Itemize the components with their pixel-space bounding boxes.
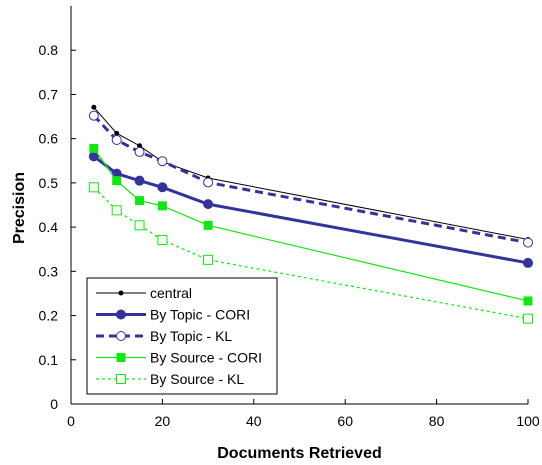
legend-item: By Source - KL: [96, 371, 244, 387]
data-point: [203, 199, 214, 210]
legend-label: By Topic - KL: [150, 328, 232, 344]
data-point: [134, 146, 145, 157]
y-tick-label: 0.1: [39, 352, 59, 368]
legend-swatch-marker: [118, 290, 124, 296]
legend-item: By Topic - CORI: [96, 307, 250, 323]
series-2: [88, 110, 533, 248]
x-tick-label: 0: [67, 413, 75, 429]
legend-item: By Topic - KL: [96, 328, 232, 344]
legend-swatch-marker: [116, 374, 126, 384]
legend-swatch-marker: [116, 353, 126, 362]
legend: central By Topic - CORI By Topic - KL By So…: [86, 277, 278, 395]
ticks: 0 20 40 60 80 100 0 0.1 0.2 0.3 0.4 0.5 0.6 0.7 0.8: [39, 42, 540, 429]
data-point: [135, 196, 145, 206]
data-point: [157, 156, 168, 167]
data-point: [91, 104, 97, 110]
legend-swatch-marker: [116, 331, 126, 341]
data-point: [111, 134, 122, 145]
y-tick-label: 0.6: [39, 131, 59, 147]
series-line: [93, 148, 529, 302]
x-tick-label: 40: [246, 413, 262, 429]
data-point: [157, 182, 168, 193]
y-axis-title: Precision: [11, 172, 28, 244]
data-point: [523, 296, 533, 306]
legend-item: central: [96, 285, 192, 301]
data-point: [111, 205, 122, 216]
y-tick-label: 0.5: [39, 175, 59, 191]
axes: [70, 6, 528, 405]
data-point: [114, 130, 120, 136]
data-point: [157, 201, 167, 211]
y-tick-label: 0.2: [39, 308, 59, 324]
series: [88, 104, 533, 324]
legend-label: By Topic - CORI: [150, 307, 250, 323]
x-tick-label: 20: [155, 413, 171, 429]
series-4: [88, 182, 533, 324]
data-point: [203, 177, 214, 188]
data-point: [203, 220, 213, 230]
series-1: [88, 151, 533, 268]
x-tick-label: 80: [429, 413, 445, 429]
series-0: [91, 104, 531, 242]
y-tick-label: 0: [50, 396, 58, 412]
series-line: [93, 186, 529, 320]
legend-item: By Source - CORI: [96, 350, 262, 366]
x-tick-label: 100: [516, 413, 540, 429]
y-tick-label: 0.7: [39, 86, 59, 102]
data-point: [134, 220, 145, 231]
y-tick-label: 0.8: [39, 42, 59, 58]
data-point: [88, 110, 99, 121]
series-3: [89, 143, 533, 306]
x-tick-label: 60: [337, 413, 353, 429]
legend-swatch-marker: [116, 309, 126, 320]
series-line: [93, 106, 529, 240]
data-point: [88, 182, 99, 193]
data-point: [523, 237, 533, 248]
data-point: [134, 175, 145, 186]
legend-label: By Source - KL: [150, 371, 244, 387]
legend-label: central: [150, 285, 192, 301]
y-tick-label: 0.3: [39, 263, 59, 279]
data-point: [112, 176, 122, 186]
series-line: [92, 114, 529, 245]
data-point: [89, 143, 99, 153]
legend-label: By Source - CORI: [150, 350, 262, 366]
data-point: [203, 254, 214, 265]
data-point: [137, 143, 143, 149]
y-tick-label: 0.4: [39, 219, 59, 235]
data-point: [523, 313, 533, 324]
x-axis-title: Documents Retrieved: [217, 445, 382, 462]
data-point: [523, 257, 533, 268]
data-point: [157, 234, 168, 245]
